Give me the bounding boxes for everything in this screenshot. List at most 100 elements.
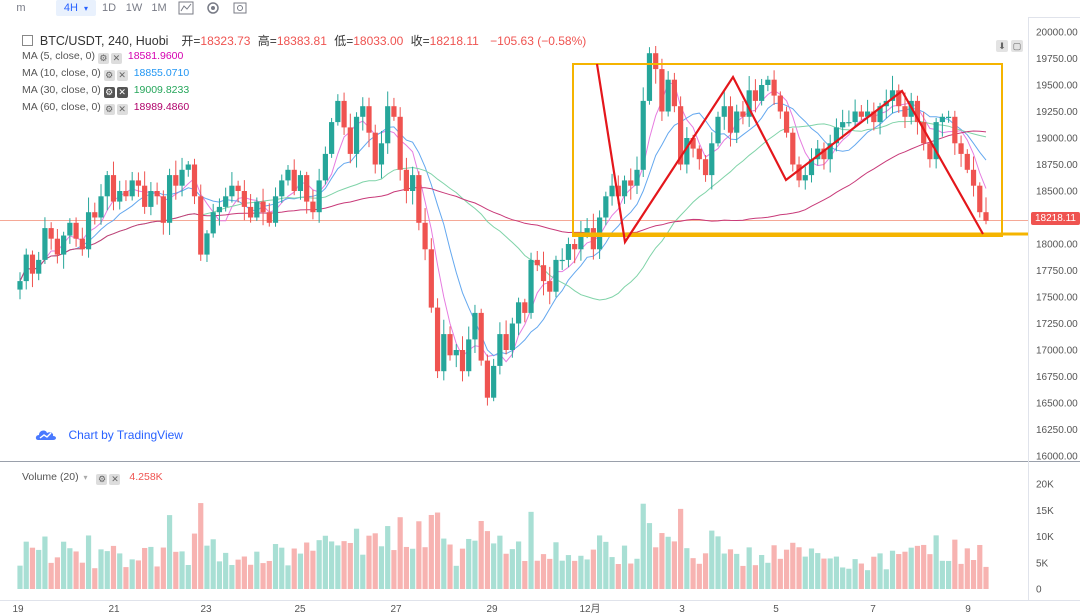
candle-body — [229, 185, 235, 197]
candle-body — [285, 169, 291, 181]
volume-bar — [210, 539, 216, 589]
volume-bar — [329, 541, 335, 589]
candle-body — [827, 143, 833, 160]
candle-body — [871, 111, 877, 123]
price-axis: 20000.00 19750.00 19500.00 19250.00 19000.00… — [1036, 28, 1078, 463]
candle-body — [808, 159, 815, 176]
last-price-value: 18218.11 — [1035, 213, 1076, 224]
ma-legend-row[interactable]: MA (10, close, 0) ⚙ ✕ 18855.0710 — [22, 65, 189, 81]
volume-bar — [958, 563, 964, 589]
candle-body — [73, 222, 79, 239]
ma-value: 18855.0710 — [133, 67, 190, 79]
ma-legend-row[interactable]: MA (5, close, 0) ⚙ ✕ 18581.9600 — [22, 48, 183, 64]
price-tick-label: 19000.00 — [1036, 134, 1078, 145]
settings-gear-icon[interactable] — [205, 1, 221, 15]
interval-minutes-button[interactable]: m — [16, 2, 26, 14]
symbol-collapse-icon[interactable] — [22, 35, 33, 46]
ma-legend-row[interactable]: MA (30, close, 0) ⚙ ✕ 19009.8233 — [22, 82, 189, 98]
interval-1m-button[interactable]: 1M — [151, 2, 167, 14]
candle-body — [628, 180, 634, 186]
gear-icon[interactable]: ⚙ — [103, 87, 115, 98]
ma-line — [19, 130, 987, 282]
volume-bar — [578, 555, 584, 589]
volume-bar — [391, 550, 397, 589]
price-chart[interactable]: 20000.00 19750.00 19500.00 19250.00 19000.00… — [0, 17, 1080, 614]
gear-icon[interactable]: ⚙ — [96, 474, 108, 485]
volume-bar — [902, 551, 908, 589]
candle-body — [821, 148, 827, 160]
gear-icon[interactable]: ⚙ — [103, 104, 115, 115]
close-icon[interactable]: ✕ — [116, 87, 128, 98]
volume-bar — [353, 528, 360, 589]
price-tick-label: 16000.00 — [1036, 452, 1078, 463]
volume-bar — [154, 566, 160, 589]
candle-body — [366, 106, 372, 133]
chart-style-icon[interactable] — [178, 1, 194, 15]
ma-legend-row[interactable]: MA (60, close, 0) ⚙ ✕ 18989.4860 — [22, 99, 189, 115]
volume-bar — [765, 562, 771, 589]
range-box-annotation[interactable] — [572, 63, 1003, 237]
candle-body — [933, 122, 939, 160]
volume-bar — [846, 568, 852, 589]
volume-tick-label: 0 — [1036, 585, 1042, 596]
price-pane — [0, 17, 1028, 461]
price-tick-label: 17250.00 — [1036, 319, 1078, 330]
pattern-zigzag-annotation[interactable] — [595, 63, 984, 245]
volume-bar — [385, 526, 391, 589]
gear-icon[interactable]: ⚙ — [97, 53, 109, 64]
candle-body — [484, 360, 491, 398]
low-label: 低= — [334, 34, 354, 48]
volume-bar — [403, 546, 409, 589]
candle-body — [216, 206, 223, 213]
volume-bar — [472, 540, 478, 589]
candle-body — [391, 106, 397, 117]
close-icon[interactable]: ✕ — [110, 53, 122, 64]
volume-legend[interactable]: Volume (20) ▾ ⚙ ✕ 4.258K — [22, 469, 163, 485]
volume-bar — [447, 544, 453, 589]
candle-body — [659, 69, 665, 112]
candle-body — [160, 196, 166, 223]
interval-1d-button[interactable]: 1D — [101, 2, 117, 14]
tradingview-watermark[interactable]: Chart by TradingView — [34, 426, 183, 444]
close-icon[interactable]: ✕ — [116, 70, 128, 81]
close-icon[interactable]: ✕ — [116, 104, 128, 115]
candle-body — [459, 350, 466, 372]
candle-body — [266, 212, 272, 223]
interval-1w-button[interactable]: 1W — [125, 2, 143, 14]
price-tick-label: 19750.00 — [1036, 54, 1078, 65]
candle-body — [665, 79, 671, 112]
last-price-badge: 18218.11 — [1031, 212, 1080, 225]
volume-bar — [952, 539, 958, 589]
candle-body — [42, 228, 48, 260]
candle-body — [858, 111, 864, 117]
candle-body — [515, 302, 522, 324]
volume-bar — [341, 541, 347, 589]
volume-tick-label: 20K — [1036, 480, 1054, 491]
volume-bar — [671, 541, 677, 589]
volume-bar — [104, 551, 110, 589]
pane-maximize-icon[interactable]: ▢ — [1011, 40, 1023, 52]
volume-bar — [98, 549, 104, 589]
candle-body — [129, 180, 135, 197]
volume-bar — [123, 567, 129, 589]
screenshot-camera-icon[interactable] — [232, 1, 248, 15]
candle-body — [123, 191, 129, 197]
interval-4h-button[interactable]: 4H ▾ — [56, 0, 96, 16]
volume-bar — [572, 560, 578, 589]
candle-body — [721, 106, 727, 117]
open-value: 18323.73 — [200, 34, 251, 48]
volume-bar — [914, 545, 921, 589]
volume-bar — [727, 549, 734, 589]
candle-body — [397, 116, 403, 170]
candle-body — [185, 164, 191, 170]
gear-icon[interactable]: ⚙ — [103, 70, 115, 81]
candle-body — [322, 153, 328, 181]
volume-bar — [185, 564, 191, 589]
candle-body — [509, 323, 515, 350]
pane-move-down-icon[interactable]: ⬇ — [996, 40, 1008, 52]
close-icon[interactable]: ✕ — [109, 474, 121, 485]
candle-body — [833, 127, 840, 144]
volume-bar — [534, 560, 540, 589]
volume-bar — [173, 551, 179, 589]
candle-body — [553, 259, 559, 292]
